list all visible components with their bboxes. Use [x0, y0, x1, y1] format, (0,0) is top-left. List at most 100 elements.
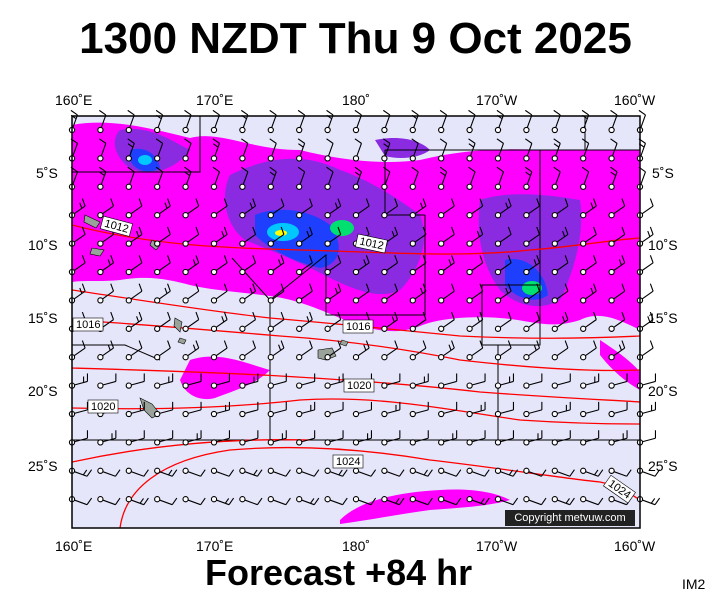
wind-barb-feather [439, 109, 447, 116]
wind-barb [523, 255, 541, 276]
wind-barb-station [125, 240, 132, 247]
wind-barb [210, 401, 231, 418]
wind-barb-feather [610, 171, 617, 176]
wind-barb-station [210, 183, 218, 190]
wind-barb [296, 198, 313, 219]
wind-barb-station [239, 126, 246, 134]
wind-barb-station [466, 325, 473, 332]
map-frame [71, 115, 641, 529]
wind-barb [409, 430, 429, 446]
wind-barb [636, 373, 657, 389]
isobar-label: 1016 [342, 319, 374, 334]
wind-barb [296, 430, 316, 446]
wind-barb [580, 496, 604, 506]
wind-barb-feather [564, 340, 569, 349]
wind-barb-station [551, 212, 558, 219]
wind-barb [296, 311, 313, 332]
wind-barb-station [324, 183, 331, 190]
wind-barb-feather [221, 230, 225, 237]
wind-barb-station [494, 126, 502, 134]
wind-barb-station [438, 126, 445, 134]
wind-barb [466, 198, 484, 219]
wind-barb-feather [649, 311, 654, 320]
copyright-badge: Copyright metvuw.com [505, 510, 635, 526]
wind-barb-station [580, 467, 587, 474]
wind-barb [494, 255, 512, 276]
wind-barb-feather [618, 344, 622, 351]
wind-barb [438, 226, 455, 247]
wind-barbs [68, 109, 661, 506]
wind-barb [296, 166, 306, 190]
lat-label-right: 15˚S [648, 310, 678, 326]
wind-barb-feather [383, 166, 391, 173]
wind-barb-station [409, 439, 416, 446]
wind-barb [466, 496, 490, 506]
wind-barb [182, 166, 192, 190]
wind-barb-feather [269, 109, 277, 116]
wind-barb-feather [212, 109, 220, 116]
wind-barb [210, 109, 220, 134]
wind-barb-station [267, 297, 274, 304]
wind-barb [523, 283, 541, 304]
wind-barb [608, 311, 626, 332]
wind-barb [381, 430, 401, 446]
wind-barb-station [125, 439, 132, 446]
wind-barb-feather [280, 255, 285, 264]
wind-barb [438, 340, 455, 361]
wind-barb [381, 198, 399, 219]
wind-barb [551, 198, 569, 219]
wind-barb [409, 496, 433, 506]
wind-barb-station [523, 126, 530, 134]
wind-barb-station [608, 325, 615, 332]
wind-barb-station [154, 183, 161, 190]
wind-barb [154, 138, 164, 162]
wind-barb-station [210, 240, 218, 247]
wind-barb-feather [422, 255, 427, 264]
wind-barb-station [239, 183, 246, 190]
wind-barb-station [494, 212, 502, 219]
wind-barb [296, 496, 320, 506]
wind-barb-feather [581, 138, 589, 144]
wind-barb [239, 283, 257, 304]
wind-barb-feather [114, 469, 121, 477]
wind-barb-feather [252, 255, 257, 264]
rain-veryheavy-4 [138, 155, 152, 165]
wind-barb [409, 340, 427, 361]
wind-barb [210, 283, 228, 304]
wind-barb-feather [309, 340, 313, 349]
wind-barb [438, 401, 458, 418]
wind-barb-feather [593, 226, 597, 235]
wind-barb [352, 340, 370, 361]
wind-barb [523, 166, 533, 190]
wind-barb-station [239, 325, 246, 332]
wind-barb-feather [479, 198, 484, 207]
wind-barb [580, 467, 604, 477]
wind-barb-feather [155, 109, 163, 116]
wind-barb-station [267, 410, 274, 418]
lon-label-bottom: 170˚W [476, 538, 518, 554]
wind-barb-feather [383, 109, 391, 116]
wind-barb-station [324, 126, 331, 134]
wind-barb-feather [171, 469, 178, 477]
wind-barb-station [324, 496, 331, 503]
wind-barb-station [580, 212, 587, 219]
wind-barb-station [296, 155, 303, 162]
wind-barb-feather [223, 340, 228, 349]
wind-barb [324, 109, 334, 134]
wind-barb-feather [269, 171, 276, 176]
wind-barb [580, 138, 590, 162]
wind-barb-station [608, 126, 615, 134]
wind-barb [296, 109, 306, 134]
wind-barb-station [182, 268, 189, 276]
wind-barb-feather [280, 311, 285, 320]
wind-barb [210, 496, 235, 506]
wind-barb-feather [337, 226, 342, 235]
wind-barb-station [154, 496, 161, 503]
wind-barb [409, 166, 419, 190]
wind-barb-station [97, 382, 104, 389]
wind-barb [239, 430, 259, 446]
wind-barb-station [466, 467, 473, 474]
wind-barb-feather [479, 255, 484, 264]
wind-barb-feather [223, 226, 228, 235]
wind-barb-station [494, 496, 502, 503]
